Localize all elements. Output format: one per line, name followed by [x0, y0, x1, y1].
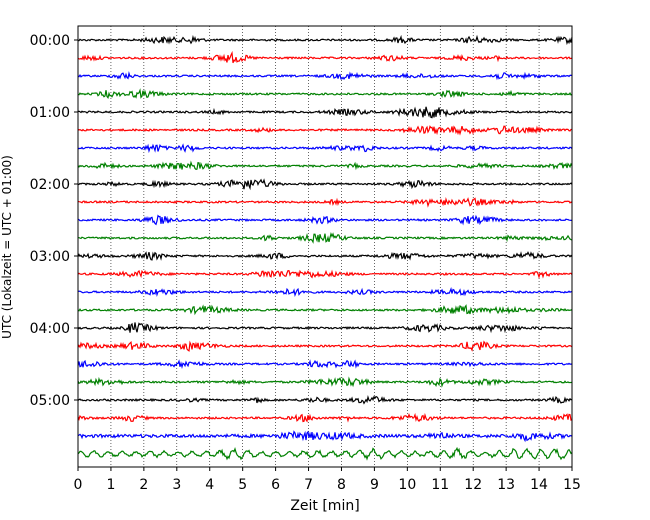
- trace-row: [77, 251, 573, 261]
- x-tick-label: 4: [205, 477, 214, 493]
- trace-row: [77, 340, 573, 352]
- y-tick-label: 00:00: [30, 33, 70, 49]
- y-tick-label: 05:00: [30, 393, 70, 409]
- trace-row: [77, 304, 573, 316]
- x-tick-label: 1: [106, 477, 115, 493]
- trace-row: [77, 430, 573, 443]
- x-axis-ticks: 0 1 2 3 4 5 6 7 8 9 10 11 12 13 14 15: [74, 467, 581, 493]
- x-tick-label: 0: [74, 477, 83, 493]
- trace-row: [77, 394, 573, 405]
- y-tick-label: 02:00: [30, 177, 70, 193]
- x-tick-label: 15: [563, 477, 581, 493]
- trace-row: [77, 322, 573, 334]
- x-tick-label: 10: [398, 477, 416, 493]
- x-tick-label: 13: [497, 477, 515, 493]
- trace-row: [77, 125, 573, 136]
- x-tick-label: 7: [304, 477, 313, 493]
- x-tick-label: 2: [139, 477, 148, 493]
- y-axis-ticks: 00:00 01:00 02:00 03:00 04:00 05:00: [30, 33, 78, 409]
- trace-row: [77, 106, 573, 119]
- trace-row: [77, 34, 573, 46]
- trace-row: [77, 214, 573, 226]
- trace-row: [77, 269, 573, 280]
- x-tick-label: 9: [370, 477, 379, 493]
- x-tick-label: 6: [271, 477, 280, 493]
- x-tick-label: 3: [172, 477, 181, 493]
- seismic-traces: [77, 34, 573, 461]
- plot-frame: [77, 25, 573, 468]
- trace-row: [77, 88, 573, 100]
- trace-row: [77, 196, 573, 208]
- x-tick-label: 14: [530, 477, 548, 493]
- trace-row: [77, 71, 573, 81]
- y-tick-label: 01:00: [30, 105, 70, 121]
- x-axis-label: Zeit [min]: [290, 498, 359, 514]
- x-tick-label: 12: [464, 477, 482, 493]
- trace-row: [77, 446, 573, 461]
- trace-row: [77, 376, 573, 388]
- x-tick-label: 11: [431, 477, 449, 493]
- trace-row: [77, 160, 573, 171]
- trace-row: [77, 286, 573, 298]
- trace-row: [77, 359, 573, 370]
- x-tick-label: 8: [337, 477, 346, 493]
- trace-row: [77, 178, 573, 191]
- trace-row: [77, 231, 573, 244]
- trace-row: [77, 50, 573, 64]
- y-tick-label: 04:00: [30, 321, 70, 337]
- trace-row: [77, 143, 573, 154]
- y-axis-label: UTC (Lokalzeit = UTC + 01:00): [0, 155, 14, 339]
- trace-row: [77, 412, 573, 423]
- x-tick-label: 5: [238, 477, 247, 493]
- y-tick-label: 03:00: [30, 249, 70, 265]
- x-gridlines: [110, 26, 540, 467]
